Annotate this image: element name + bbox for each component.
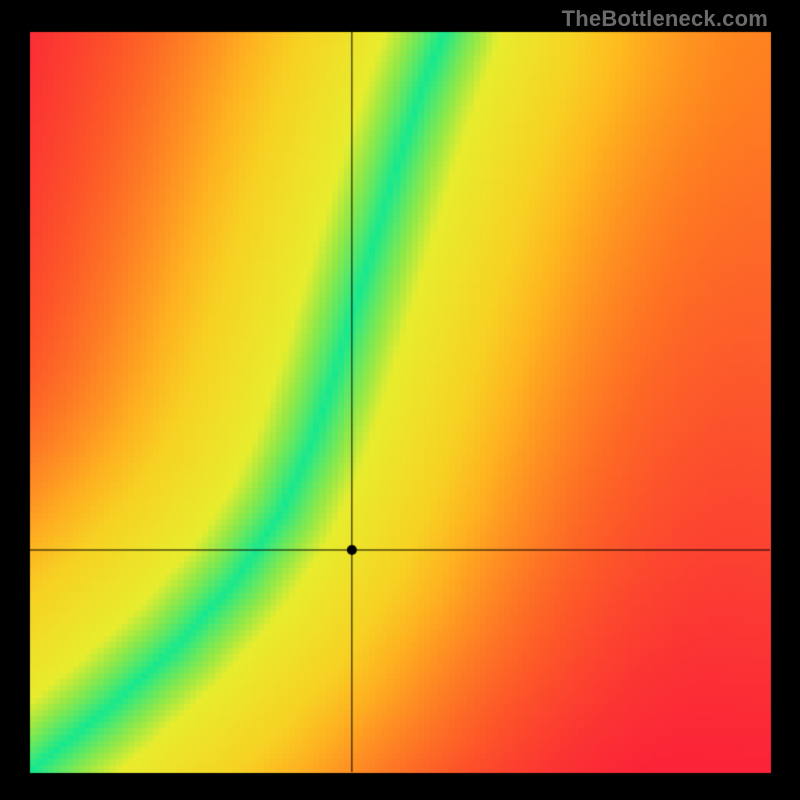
- bottleneck-heatmap: [0, 0, 800, 800]
- watermark-text: TheBottleneck.com: [562, 6, 768, 32]
